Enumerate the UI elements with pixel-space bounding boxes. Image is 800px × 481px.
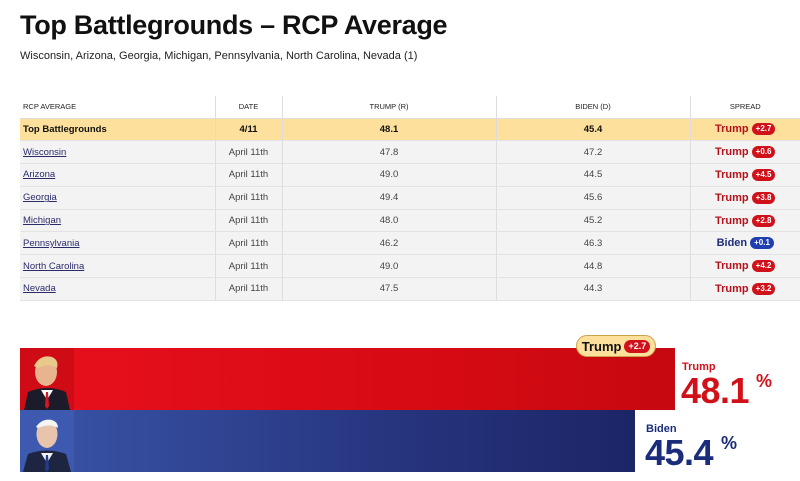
row-spread: Biden +0.1 [690,231,800,256]
biden-result-value: 45.4 [645,432,714,473]
average-row: Top Battlegrounds 4/11 48.1 45.4 Trump +… [20,118,800,142]
header-trump[interactable]: TRUMP (R) [282,96,497,119]
row-spread: Trump +4.5 [690,163,800,187]
average-biden: 45.4 [496,118,691,142]
trump-result-value: 48.1 [681,370,750,411]
spread-value: +4.5 [751,168,776,181]
header-spread[interactable]: SPREAD [690,96,800,119]
table-row: Wisconsin April 11th 47.8 47.2 Trump +0.6 [20,140,800,165]
page-title: Top Battlegrounds – RCP Average [20,10,448,40]
row-trump: 49.0 [282,254,497,279]
row-date: April 11th [215,209,283,233]
spread-badge: Trump +3.8 [715,191,776,204]
row-biden: 47.2 [496,140,691,165]
row-spread: Trump +4.2 [690,254,800,279]
average-date: 4/11 [215,118,283,142]
table-row: Michigan April 11th 48.0 45.2 Trump +2.8 [20,209,800,233]
row-biden: 44.8 [496,254,691,279]
row-biden: 46.3 [496,231,691,256]
spread-value: +2.8 [751,214,776,227]
biden-avatar-icon [20,410,74,472]
row-biden: 44.5 [496,163,691,187]
trump-result-percent: % [756,371,773,391]
spread-badge: Trump +0.6 [715,146,776,159]
leader-badge-candidate: Trump [581,338,622,354]
row-spread: Trump +3.8 [690,186,800,210]
row-spread: Trump +2.8 [690,209,800,233]
biden-result-bar [20,410,635,472]
row-spread: Trump +3.2 [690,277,800,301]
row-date: April 11th [215,186,283,210]
spread-value: +3.8 [751,191,776,204]
spread-candidate: Trump [715,146,749,159]
spread-value: +0.6 [751,146,776,159]
leader-badge-value: +2.7 [624,339,651,353]
trump-result-label: Trump [682,361,716,373]
table-row: Nevada April 11th 47.5 44.3 Trump +3.2 [20,277,800,301]
row-trump: 49.0 [282,163,497,187]
table-row: Arizona April 11th 49.0 44.5 Trump +4.5 [20,163,800,187]
row-biden: 45.6 [496,186,691,210]
row-date: April 11th [215,231,283,256]
spread-badge: Trump +2.7 [715,123,776,136]
poll-table: RCP AVERAGE DATE TRUMP (R) BIDEN (D) SPR… [20,96,800,301]
race-link-nevada[interactable]: Nevada [23,283,56,295]
table-row: Georgia April 11th 49.4 45.6 Trump +3.8 [20,186,800,210]
header-biden[interactable]: BIDEN (D) [496,96,691,119]
biden-result-label: Biden [646,423,677,435]
header-rcp-average[interactable]: RCP AVERAGE [20,96,216,119]
spread-candidate: Trump [715,123,749,136]
average-race-label: Top Battlegrounds [23,123,107,135]
spread-badge: Trump +4.2 [715,260,776,273]
race-link-wisconsin[interactable]: Wisconsin [23,146,67,158]
spread-badge: Trump +2.8 [715,214,776,227]
spread-badge: Trump +4.5 [715,168,776,181]
row-date: April 11th [215,163,283,187]
row-trump: 48.0 [282,209,497,233]
biden-result-percent: % [721,433,738,453]
table-row: North Carolina April 11th 49.0 44.8 Trum… [20,254,800,279]
spread-candidate: Trump [715,282,749,295]
spread-candidate: Trump [715,168,749,181]
row-trump: 46.2 [282,231,497,256]
spread-badge: Biden +0.1 [716,237,774,250]
row-date: April 11th [215,140,283,165]
spread-value: +2.7 [751,123,776,136]
trump-result-bar [20,348,675,410]
row-biden: 44.3 [496,277,691,301]
spread-candidate: Trump [715,214,749,227]
race-link-arizona[interactable]: Arizona [23,169,56,181]
table-row: Pennsylvania April 11th 46.2 46.3 Biden +… [20,231,800,256]
spread-candidate: Trump [715,191,749,204]
row-trump: 47.5 [282,277,497,301]
row-trump: 49.4 [282,186,497,210]
spread-candidate: Trump [715,260,749,273]
spread-candidate: Biden [716,237,748,250]
header-date[interactable]: DATE [215,96,283,119]
race-link-pennsylvania[interactable]: Pennsylvania [23,237,80,249]
race-link-georgia[interactable]: Georgia [23,192,57,204]
race-link-michigan[interactable]: Michigan [23,215,62,227]
row-spread: Trump +0.6 [690,140,800,165]
row-trump: 47.8 [282,140,497,165]
row-biden: 45.2 [496,209,691,233]
row-date: April 11th [215,277,283,301]
trump-avatar-icon [20,348,74,410]
page-subtitle: Wisconsin, Arizona, Georgia, Michigan, P… [20,50,418,62]
spread-value: +4.2 [751,260,776,273]
race-link-north-carolina[interactable]: North Carolina [23,260,85,272]
spread-value: +3.2 [751,282,776,295]
leader-badge: Trump +2.7 [576,335,656,357]
spread-badge: Trump +3.2 [715,282,776,295]
spread-value: +0.1 [750,237,774,250]
average-spread: Trump +2.7 [690,118,800,142]
average-trump: 48.1 [282,118,497,142]
row-date: April 11th [215,254,283,279]
table-header-row: RCP AVERAGE DATE TRUMP (R) BIDEN (D) SPR… [20,96,800,119]
